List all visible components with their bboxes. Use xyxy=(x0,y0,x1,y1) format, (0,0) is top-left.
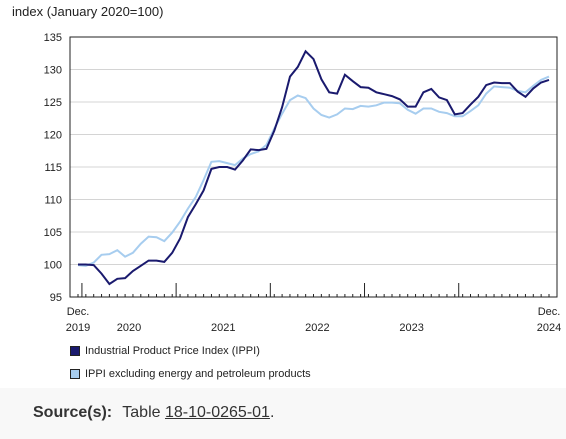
y-tick-label-120: 120 xyxy=(44,130,62,142)
source-prefix: Table xyxy=(122,404,161,421)
y-tick-label-95: 95 xyxy=(50,292,62,304)
source-suffix: . xyxy=(269,404,275,421)
legend-label-ippi: Industrial Product Price Index (IPPI) xyxy=(85,344,260,357)
source-label: Source(s): xyxy=(33,404,113,421)
y-tick-label-115: 115 xyxy=(44,162,62,174)
series-line-ippi-excluding-energy xyxy=(77,75,550,267)
source-note: Source(s): Table 18-10-0265-01. xyxy=(33,404,274,422)
gridlines xyxy=(70,69,557,265)
y-tick-label-135: 135 xyxy=(44,32,62,44)
x-tick-label-year-2019: 2019 xyxy=(66,322,90,334)
y-tick-label-110: 110 xyxy=(44,195,62,207)
y-tick-label-125: 125 xyxy=(44,97,62,109)
x-tick-label-year-2024: 2024 xyxy=(537,322,561,334)
x-tick-label-year-2023: 2023 xyxy=(399,322,423,334)
series-line-ippi xyxy=(78,49,550,286)
source-table-link[interactable]: 18-10-0265-01 xyxy=(164,404,270,421)
line-chart: 95 100 105 110 115 120 125 130 135 Dec. 2019 2020 2… xyxy=(44,32,562,334)
chart-figure: index (January 2020=100) 95 100 105 110 115 1… xyxy=(12,4,562,388)
y-tick-label-130: 130 xyxy=(44,65,62,77)
y-tick-label-105: 105 xyxy=(44,227,62,239)
y-axis-title: index (January 2020=100) xyxy=(12,4,164,19)
x-tick-label-month: Dec. xyxy=(538,306,561,318)
y-tick-label-100: 100 xyxy=(44,260,62,272)
legend: Industrial Product Price Index (IPPI) IP… xyxy=(70,342,311,388)
x-tick-label-year-2020: 2020 xyxy=(117,322,141,334)
x-axis-ticks: Dec. 2019 2020 2021 2022 2023 Dec. 2024 xyxy=(66,283,561,334)
legend-item-ippi-excluding-energy: IPPI excluding energy and petroleum prod… xyxy=(70,365,311,382)
x-tick-label-month: Dec. xyxy=(67,306,90,318)
y-axis-ticks: 95 100 105 110 115 120 125 130 135 xyxy=(44,32,62,304)
legend-item-ippi: Industrial Product Price Index (IPPI) xyxy=(70,342,311,359)
legend-label-ippi-excluding-energy: IPPI excluding energy and petroleum prod… xyxy=(85,367,311,380)
legend-swatch-ippi-excluding-energy xyxy=(70,368,80,379)
x-tick-label-year-2022: 2022 xyxy=(305,322,329,334)
legend-swatch-ippi xyxy=(70,345,80,356)
x-tick-label-year-2021: 2021 xyxy=(211,322,235,334)
